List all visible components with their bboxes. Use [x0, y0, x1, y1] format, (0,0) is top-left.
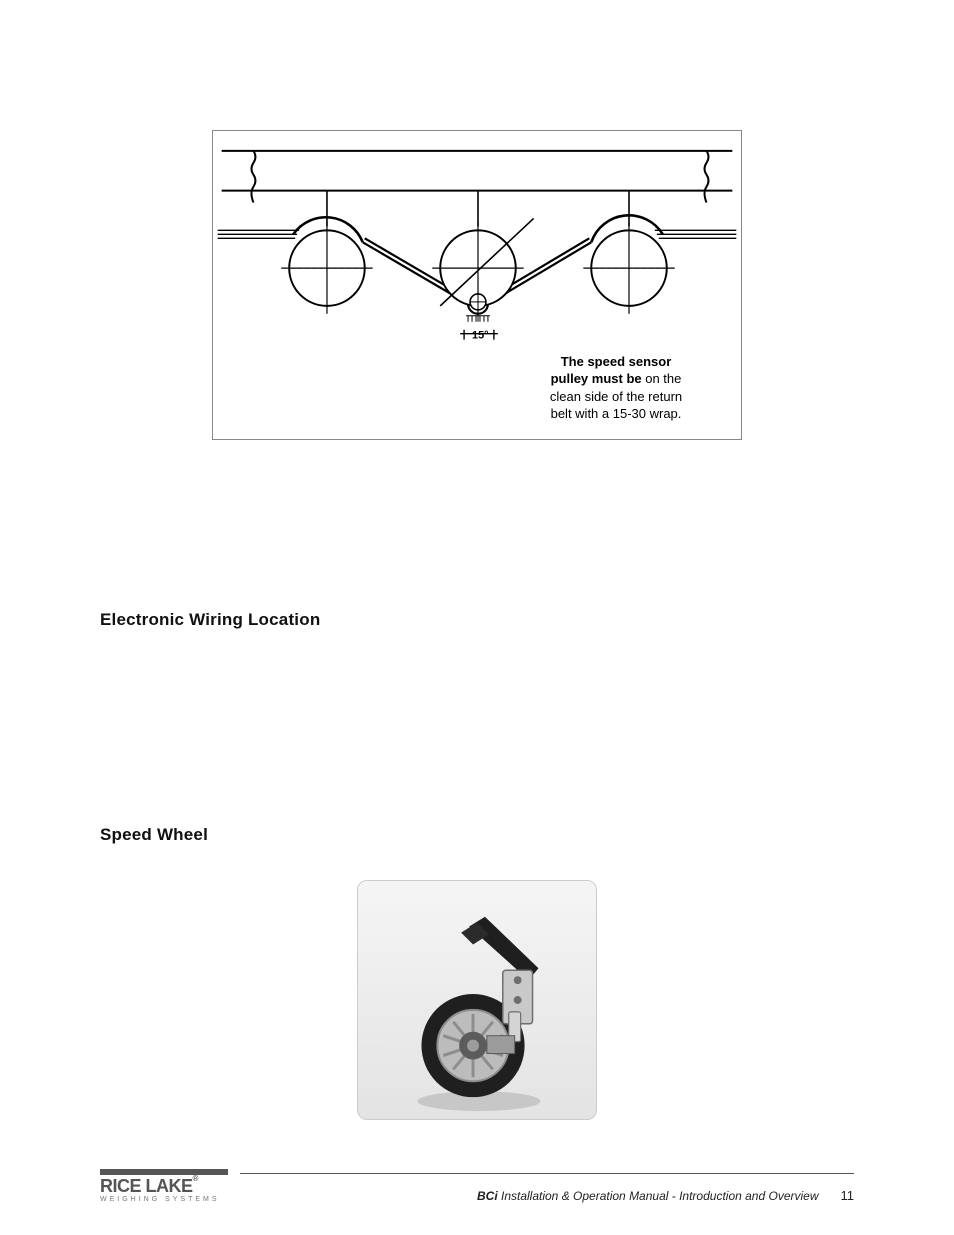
angle-label: 15° — [472, 330, 489, 342]
logo-bar — [100, 1169, 228, 1175]
footer-page-number: 11 — [841, 1188, 855, 1203]
logo-registered-icon: ® — [193, 1174, 198, 1183]
figure1-caption-line4: belt with a 15-30 wrap. — [551, 406, 682, 421]
speed-wheel-figure — [357, 880, 597, 1120]
footer-doc-title-text: Installation & Operation Manual - Introd… — [498, 1189, 819, 1203]
figure1-caption-line3: clean side of the return — [550, 389, 682, 404]
figure1-caption: The speed sensor pulley must be on the c… — [521, 353, 711, 423]
manual-page: 15° The speed sensor pulley must be on t… — [0, 0, 954, 1235]
footer-doc-prefix: BCi — [477, 1189, 498, 1203]
figure1-caption-line2a: pulley must be — [551, 371, 642, 386]
logo-name: RICE LAKE® — [100, 1177, 230, 1195]
logo-tagline: WEIGHING SYSTEMS — [100, 1196, 230, 1203]
speed-sensor-pulley-diagram: 15° The speed sensor pulley must be on t… — [212, 130, 742, 440]
heading-speed-wheel: Speed Wheel — [100, 825, 854, 845]
footer-doc-title: BCi Installation & Operation Manual - In… — [477, 1189, 819, 1203]
figure1-caption-line1: The speed sensor — [561, 354, 672, 369]
footer-doc-info: BCi Installation & Operation Manual - In… — [477, 1188, 854, 1203]
speed-wheel-figure-wrap — [100, 880, 854, 1120]
figure1-caption-line2b: on the — [642, 371, 682, 386]
page-footer: RICE LAKE® WEIGHING SYSTEMS BCi Installa… — [100, 1167, 854, 1203]
footer-rule — [240, 1173, 854, 1174]
speed-wheel-svg — [358, 881, 596, 1119]
logo-name-text: RICE LAKE — [100, 1176, 193, 1196]
rice-lake-logo: RICE LAKE® WEIGHING SYSTEMS — [100, 1169, 230, 1203]
heading-electronic-wiring-location: Electronic Wiring Location — [100, 610, 854, 630]
